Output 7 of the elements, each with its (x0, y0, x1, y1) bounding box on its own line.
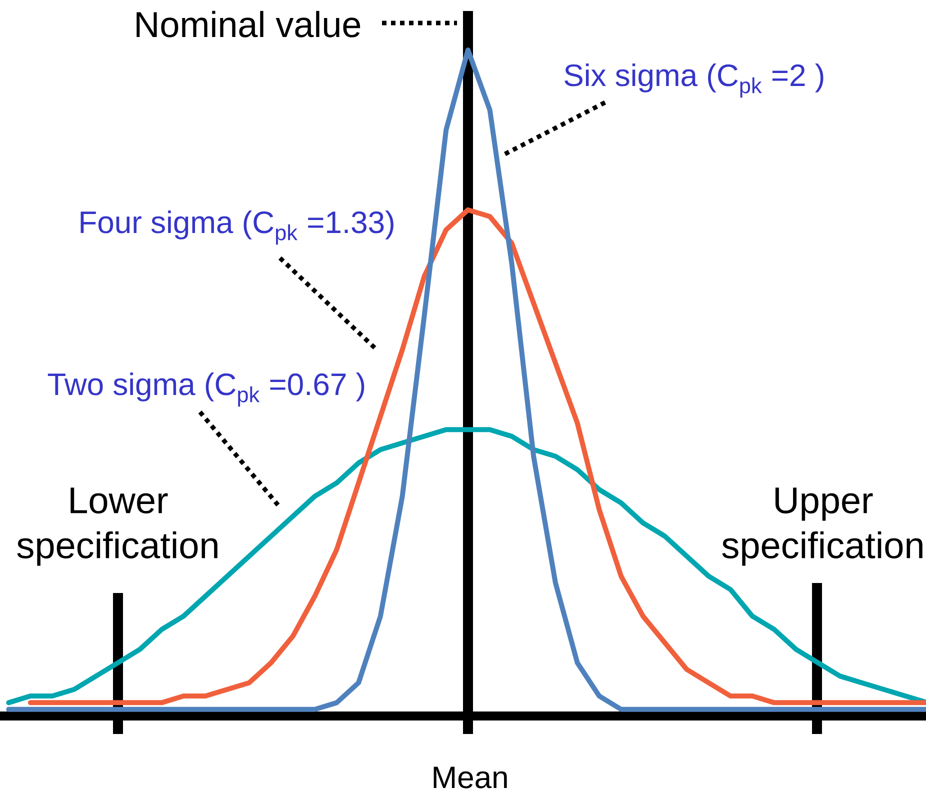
series-label: Four sigma (C$_{pk}$ =1.33) (80, 210, 394, 245)
annotation: Upper specification (722, 488, 922, 566)
annotation: Lower specification (17, 488, 218, 566)
series-label: Two sigma (C$_{pk}$ =0.67 ) (48, 372, 364, 407)
text: Nominal value (136, 10, 360, 38)
x-axis-title: Mean (434, 766, 507, 788)
text: Six sigma (C$_{pk}$ =2 ) (564, 64, 824, 98)
